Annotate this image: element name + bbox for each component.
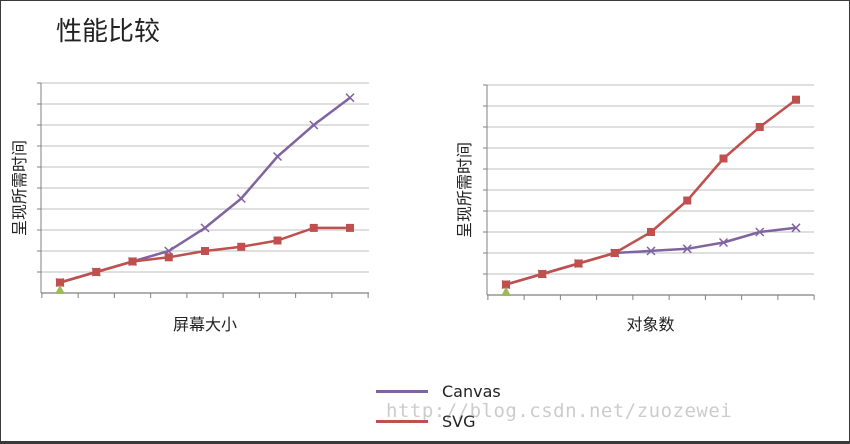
chart-1: 屏幕大小 呈现所需时间 bbox=[10, 82, 369, 334]
chart-2: 对象数 呈现所需时间 bbox=[455, 84, 815, 334]
data-point-svg bbox=[346, 223, 354, 232]
data-point-canvas bbox=[682, 244, 692, 254]
legend-item-svg: SVG bbox=[376, 406, 501, 436]
data-point-canvas bbox=[272, 151, 283, 162]
data-point-svg bbox=[719, 154, 728, 163]
data-point-canvas bbox=[755, 227, 765, 237]
data-point-svg bbox=[755, 123, 764, 131]
legend-item-canvas: Canvas bbox=[376, 376, 501, 406]
y-axis-title: 呈现所需时间 bbox=[455, 142, 474, 238]
data-point-canvas bbox=[646, 246, 656, 256]
start-marker bbox=[55, 285, 65, 294]
data-point-svg bbox=[237, 242, 246, 251]
data-point-svg bbox=[273, 236, 282, 245]
data-point-svg bbox=[309, 223, 318, 232]
watermark: http://blog.csdn.net/zuozewei bbox=[386, 400, 733, 422]
data-point-svg bbox=[792, 95, 800, 104]
data-point-svg bbox=[92, 268, 101, 276]
data-point-svg bbox=[56, 278, 64, 287]
data-point-canvas bbox=[200, 223, 210, 233]
data-point-canvas bbox=[309, 120, 319, 130]
data-point-svg bbox=[574, 259, 583, 268]
x-axis-title: 对象数 bbox=[626, 315, 674, 334]
series-line-canvas bbox=[505, 226, 797, 286]
data-point-svg bbox=[538, 270, 547, 278]
legend-swatch-svg bbox=[376, 419, 428, 423]
data-point-svg bbox=[164, 253, 173, 262]
data-point-svg bbox=[647, 228, 655, 236]
legend-label-canvas: Canvas bbox=[442, 381, 501, 401]
data-point-canvas bbox=[345, 93, 355, 103]
data-point-canvas bbox=[791, 223, 801, 233]
data-point-svg bbox=[610, 249, 619, 257]
data-point-canvas bbox=[718, 237, 729, 248]
data-point-svg bbox=[128, 257, 137, 266]
y-axis-title: 呈现所需时间 bbox=[10, 140, 29, 236]
data-point-svg bbox=[683, 196, 692, 205]
data-point-svg bbox=[201, 247, 209, 255]
x-axis-title: 屏幕大小 bbox=[173, 315, 237, 334]
legend-swatch-canvas bbox=[376, 389, 428, 393]
data-point-svg bbox=[502, 280, 510, 289]
page-title: 性能比较 bbox=[56, 17, 161, 47]
data-point-canvas bbox=[236, 193, 246, 204]
legend: Canvas SVG bbox=[376, 376, 501, 436]
legend-label-svg: SVG bbox=[442, 411, 476, 431]
series-line-svg bbox=[59, 226, 350, 284]
start-marker bbox=[501, 287, 511, 296]
